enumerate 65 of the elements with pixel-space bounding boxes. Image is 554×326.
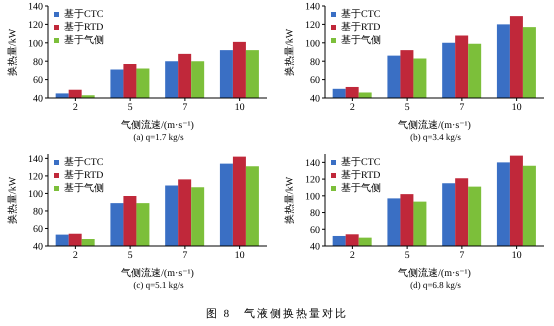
legend-label: 基于气侧	[64, 34, 104, 47]
x-tick-label: 7	[182, 250, 188, 262]
x-tick-label: 10	[234, 250, 245, 262]
y-tick-label: 80	[310, 56, 320, 68]
y-tick-label: 140	[28, 2, 43, 13]
x-tick-label: 7	[459, 250, 464, 262]
legend-label: 基于气侧	[64, 182, 104, 195]
caption: 图 8 气液侧换热量对比	[204, 306, 350, 321]
x-tick-label: 2	[72, 250, 78, 262]
y-tick-label: 80	[33, 206, 43, 218]
y-tick-label: 120	[28, 171, 43, 182]
y-axis-title: 换热量/kW	[6, 28, 19, 76]
x-tick-label: 2	[350, 102, 355, 114]
y-tick-label: 40	[310, 242, 320, 253]
y-tick-label: 60	[33, 224, 43, 236]
x-tick-label: 5	[128, 250, 133, 262]
legend-label: 基于气侧	[341, 34, 381, 47]
y-tick-label: 120	[305, 174, 320, 186]
legend-label: 基于RTD	[64, 169, 104, 182]
legend-label: 基于RTD	[64, 21, 104, 34]
y-axis-title: 换热量/kW	[284, 28, 296, 76]
y-tick-label: 100	[305, 38, 320, 50]
legend-label: 基于CTC	[341, 156, 380, 169]
y-tick-label: 40	[33, 242, 43, 253]
y-tick-label: 120	[28, 20, 43, 31]
text: (b) q=3.4 kg/s	[409, 132, 462, 142]
y-tick-label: 40	[310, 94, 320, 105]
x-tick-label: 7	[182, 102, 188, 114]
x-tick-label: 2	[350, 250, 355, 262]
y-tick-label: 80	[33, 56, 43, 68]
legend-label: 基于CTC	[64, 156, 104, 169]
x-tick-label: 10	[512, 102, 522, 114]
x-axis-title: 气侧流速/(m·s⁻¹)	[398, 119, 471, 131]
y-axis-title: 换热量/kW	[6, 176, 19, 224]
x-tick-label: 5	[404, 102, 410, 114]
y-tick-label: 60	[33, 75, 43, 86]
x-tick-label: 5	[128, 102, 133, 114]
x-tick-label: 10	[512, 250, 522, 262]
x-tick-label: 2	[72, 102, 78, 114]
y-tick-label: 100	[28, 188, 43, 200]
x-tick-label: 5	[404, 250, 410, 262]
y-axis-title: 换热量/kW	[284, 176, 296, 224]
y-tick-label: 60	[310, 224, 320, 236]
y-tick-label: 120	[305, 20, 320, 31]
text: (a) q=1.7 kg/s	[132, 132, 185, 142]
y-tick-label: 140	[305, 2, 320, 13]
y-tick-label: 40	[33, 94, 43, 105]
x-axis-title: 气侧流速/(m·s⁻¹)	[121, 267, 194, 279]
y-tick-label: 140	[305, 158, 320, 169]
y-tick-label: 140	[28, 154, 43, 165]
legend-label: 基于RTD	[341, 21, 380, 34]
y-tick-label: 100	[28, 38, 43, 50]
text: (c) q=5.1 kg/s	[132, 280, 185, 290]
text: (d) q=6.8 kg/s	[409, 280, 462, 290]
x-axis-title: 气侧流速/(m·s⁻¹)	[398, 267, 471, 279]
x-tick-label: 10	[234, 102, 245, 114]
legend-label: 基于气侧	[341, 182, 381, 195]
x-axis-title: 气侧流速/(m·s⁻¹)	[121, 119, 194, 131]
legend-label: 基于CTC	[64, 8, 104, 21]
legend-label: 基于RTD	[341, 169, 380, 182]
x-tick-label: 7	[459, 102, 464, 114]
y-tick-label: 100	[305, 191, 320, 202]
legend-label: 基于CTC	[341, 8, 380, 21]
y-tick-label: 80	[310, 208, 320, 220]
y-tick-label: 60	[310, 75, 320, 86]
